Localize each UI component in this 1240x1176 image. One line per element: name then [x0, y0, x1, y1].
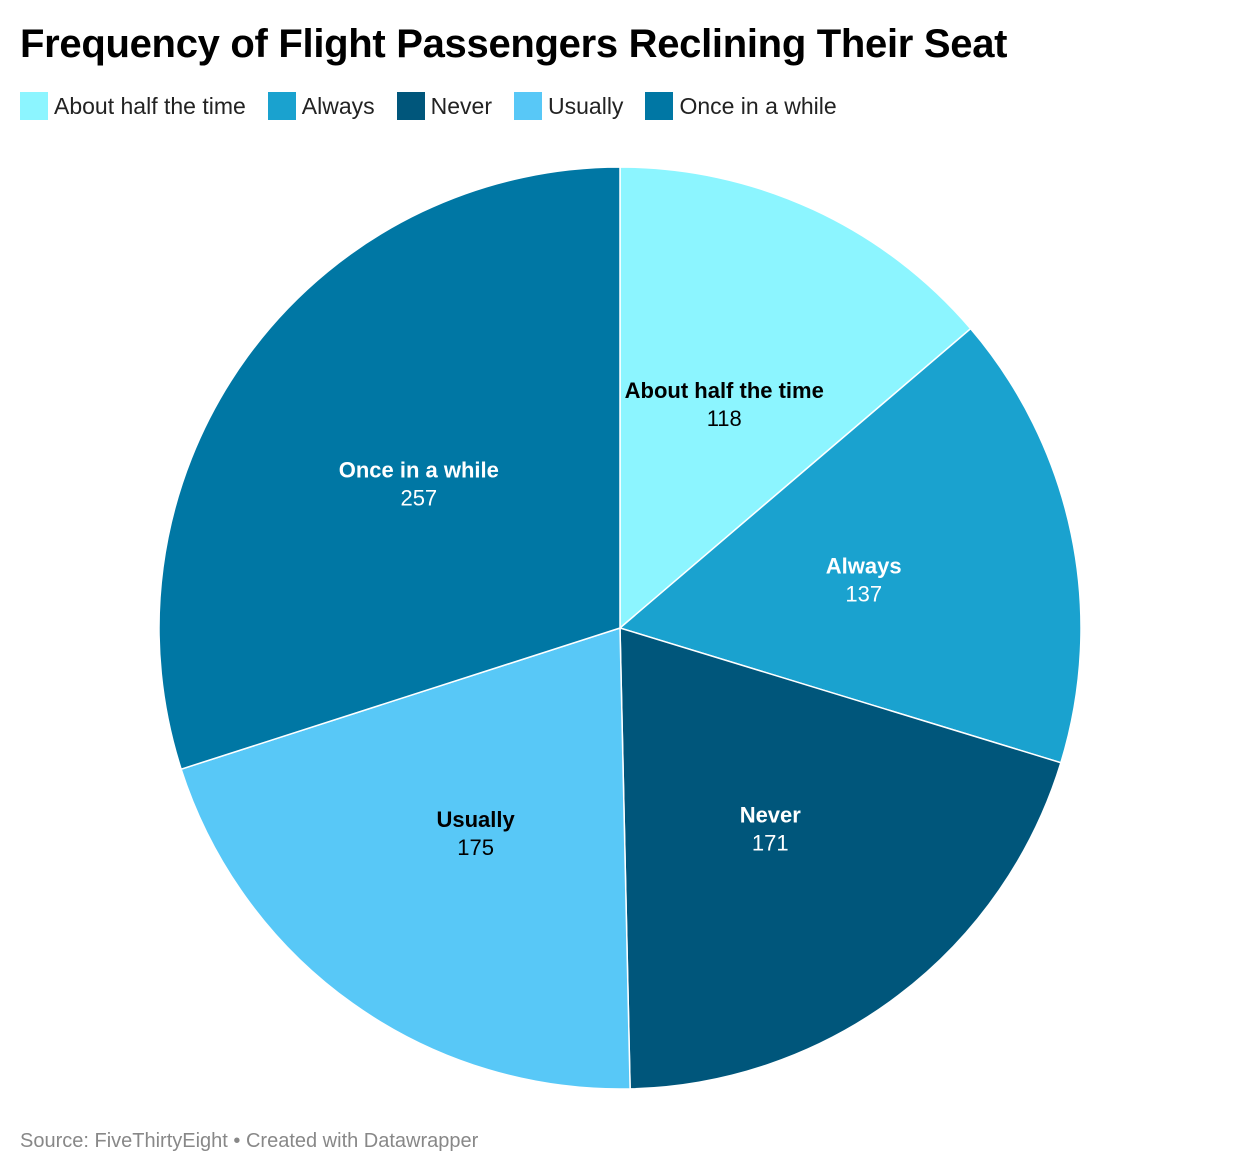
- slice-value-usually: 175: [457, 835, 494, 860]
- slice-label-about-half-the-time: About half the time: [625, 378, 824, 403]
- legend-swatch: [267, 92, 296, 120]
- slice-label-never: Never: [740, 802, 802, 827]
- pie-slice-never: [619, 626, 1062, 1090]
- pie-slice-always: [618, 327, 1082, 764]
- legend-item-about-half-the-time: About half the time: [20, 92, 246, 120]
- legend-label: Always: [301, 92, 375, 119]
- legend-label: Once in a while: [679, 92, 837, 119]
- legend-swatch: [20, 92, 48, 120]
- slice-label-usually: Usually: [436, 807, 515, 832]
- legend-item-once-in-a-while: Once in a while: [645, 92, 837, 120]
- legend-item-usually: Usually: [514, 92, 623, 120]
- pie-chart: About half the time 118 Always 137 Never 171 U…: [158, 166, 1082, 1090]
- legend-label: Usually: [548, 92, 624, 119]
- slice-value-always: 137: [845, 581, 882, 606]
- pie-slice-once-in-a-while: [158, 166, 621, 771]
- pie-slice-usually: [180, 626, 631, 1090]
- legend: About half the time Always Never Usually Onc…: [20, 92, 859, 120]
- slice-value-never: 171: [752, 830, 789, 855]
- pie-slice-about-half-the-time: [619, 166, 972, 630]
- legend-item-always: Always: [267, 92, 375, 120]
- slice-value-about-half-the-time: 118: [707, 406, 742, 431]
- legend-swatch: [645, 92, 674, 120]
- legend-swatch: [514, 92, 543, 120]
- slice-value-once-in-a-while: 257: [400, 485, 437, 510]
- legend-label: Never: [430, 92, 493, 119]
- legend-item-never: Never: [396, 92, 493, 120]
- legend-label: About half the time: [54, 92, 246, 119]
- legend-swatch: [396, 92, 425, 120]
- chart-title: Frequency of Flight Passengers Reclining…: [20, 22, 1008, 66]
- source-note: Source: FiveThirtyEight • Created with D…: [20, 1130, 479, 1152]
- slice-label-once-in-a-while: Once in a while: [339, 457, 499, 482]
- slice-label-always: Always: [826, 553, 902, 578]
